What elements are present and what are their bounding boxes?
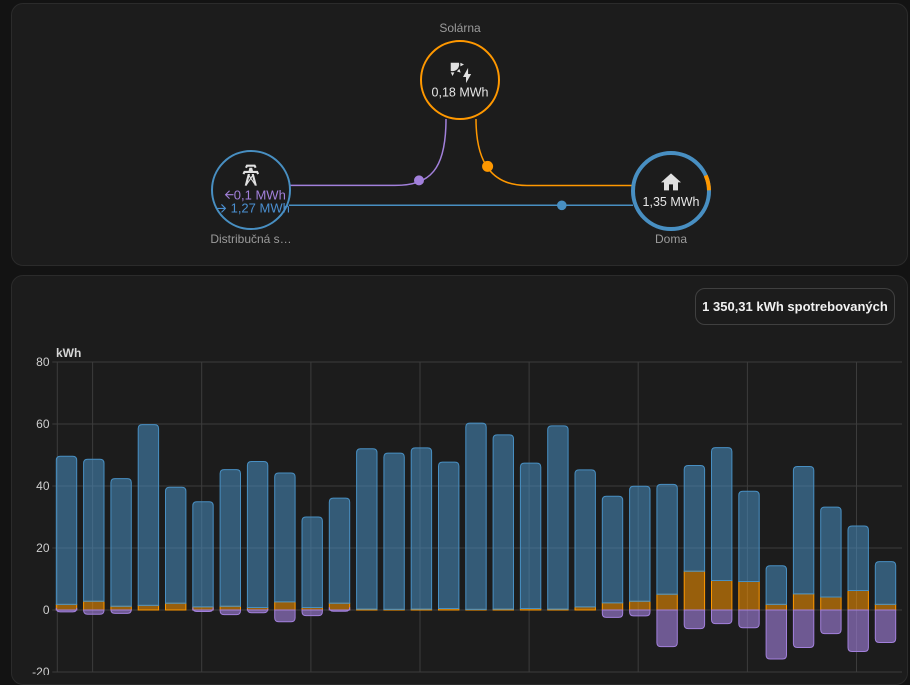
- svg-text:Distribučná s…: Distribučná s…: [210, 232, 291, 246]
- svg-text:0,1 MWh: 0,1 MWh: [234, 187, 286, 202]
- svg-text:80: 80: [36, 355, 50, 369]
- svg-text:1,35 MWh: 1,35 MWh: [643, 195, 700, 209]
- svg-text:0: 0: [43, 603, 50, 617]
- svg-text:40: 40: [36, 479, 50, 493]
- svg-text:Solárna: Solárna: [439, 21, 481, 35]
- svg-text:20: 20: [36, 541, 50, 555]
- svg-text:60: 60: [36, 417, 50, 431]
- svg-text:Doma: Doma: [655, 232, 687, 246]
- svg-text:0,18 MWh: 0,18 MWh: [432, 86, 489, 100]
- svg-text:-20: -20: [32, 665, 50, 675]
- svg-text:1,27 MWh: 1,27 MWh: [231, 200, 290, 215]
- svg-text:kWh: kWh: [56, 346, 81, 360]
